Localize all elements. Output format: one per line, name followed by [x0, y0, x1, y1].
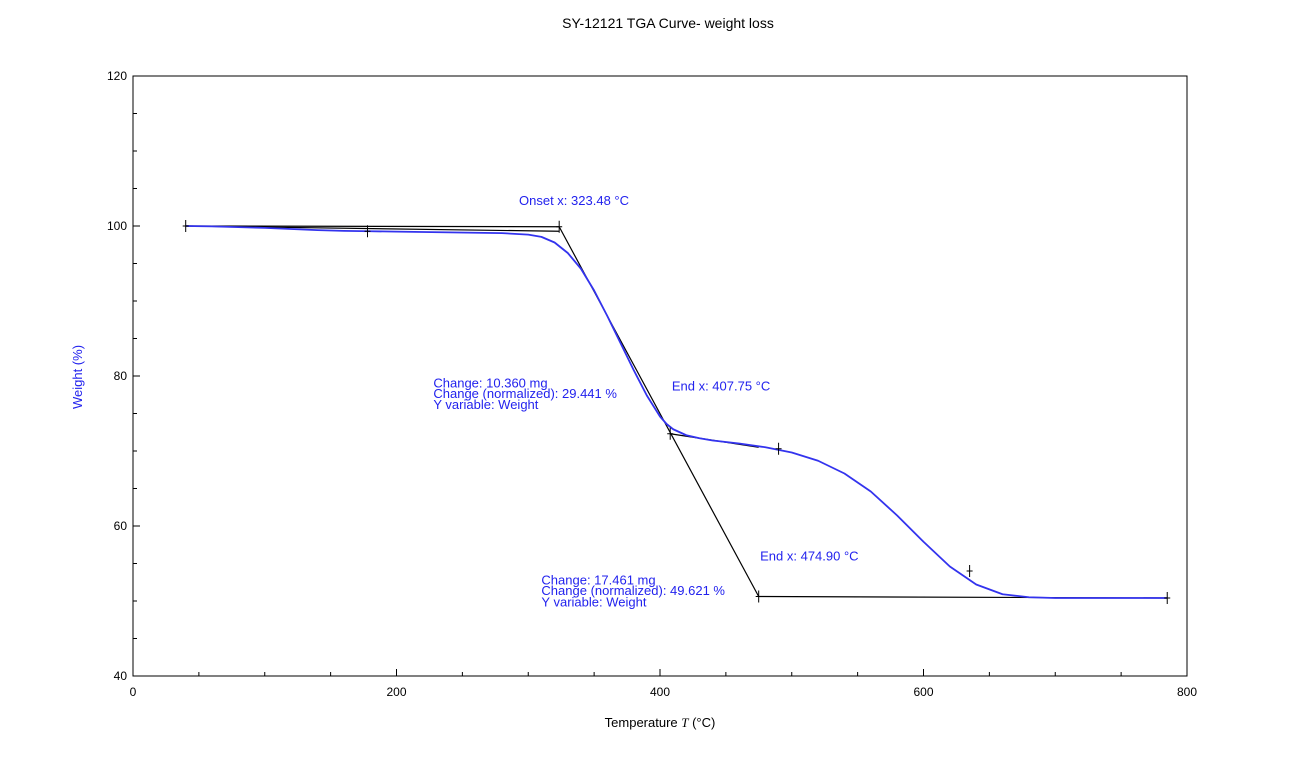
x-axis-label-unit: (°C) — [688, 715, 715, 730]
annotation-text: Y variable: Weight — [433, 397, 538, 412]
annotation-text: End x: 474.90 °C — [760, 549, 858, 564]
tangent-construction-lines — [185, 225, 1168, 599]
annotation-text: Change (normalized): 49.621 % — [541, 583, 725, 598]
annotation-text: Y variable: Weight — [541, 594, 646, 609]
x-axis-label-var: T — [681, 715, 689, 730]
x-tick-label: 800 — [1177, 685, 1197, 699]
x-axis-ticks: 0 200 400 600 800 — [130, 669, 1197, 699]
annotation-text: Change (normalized): 29.441 % — [433, 386, 617, 401]
annotation-text: Change: 10.360 mg — [433, 375, 547, 390]
tangent-line — [185, 225, 560, 228]
annotation-text: Onset x: 323.48 °C — [519, 193, 629, 208]
y-axis-label: Weight (%) — [70, 345, 85, 409]
x-tick-label: 400 — [650, 685, 670, 699]
x-tick-label: 600 — [913, 685, 933, 699]
weight-curve — [185, 225, 1168, 599]
x-tick-label: 200 — [386, 685, 406, 699]
y-axis-ticks: 40 60 80 100 120 — [107, 69, 140, 683]
x-axis-label-prefix: Temperature — [605, 715, 682, 730]
x-axis-label: Temperature T (°C) — [605, 715, 716, 730]
y-tick-label: 100 — [107, 219, 127, 233]
y-tick-label: 60 — [114, 519, 128, 533]
curve-layer — [185, 225, 1168, 599]
annotation-text: End x: 407.75 °C — [672, 378, 770, 393]
y-tick-label: 120 — [107, 69, 127, 83]
x-tick-label: 0 — [130, 685, 137, 699]
annotation-text: Change: 17.461 mg — [541, 573, 655, 588]
y-tick-label: 80 — [114, 369, 128, 383]
y-tick-label: 40 — [114, 669, 128, 683]
point-markers — [182, 220, 1171, 604]
chart-title: SY-12121 TGA Curve- weight loss — [562, 15, 774, 31]
